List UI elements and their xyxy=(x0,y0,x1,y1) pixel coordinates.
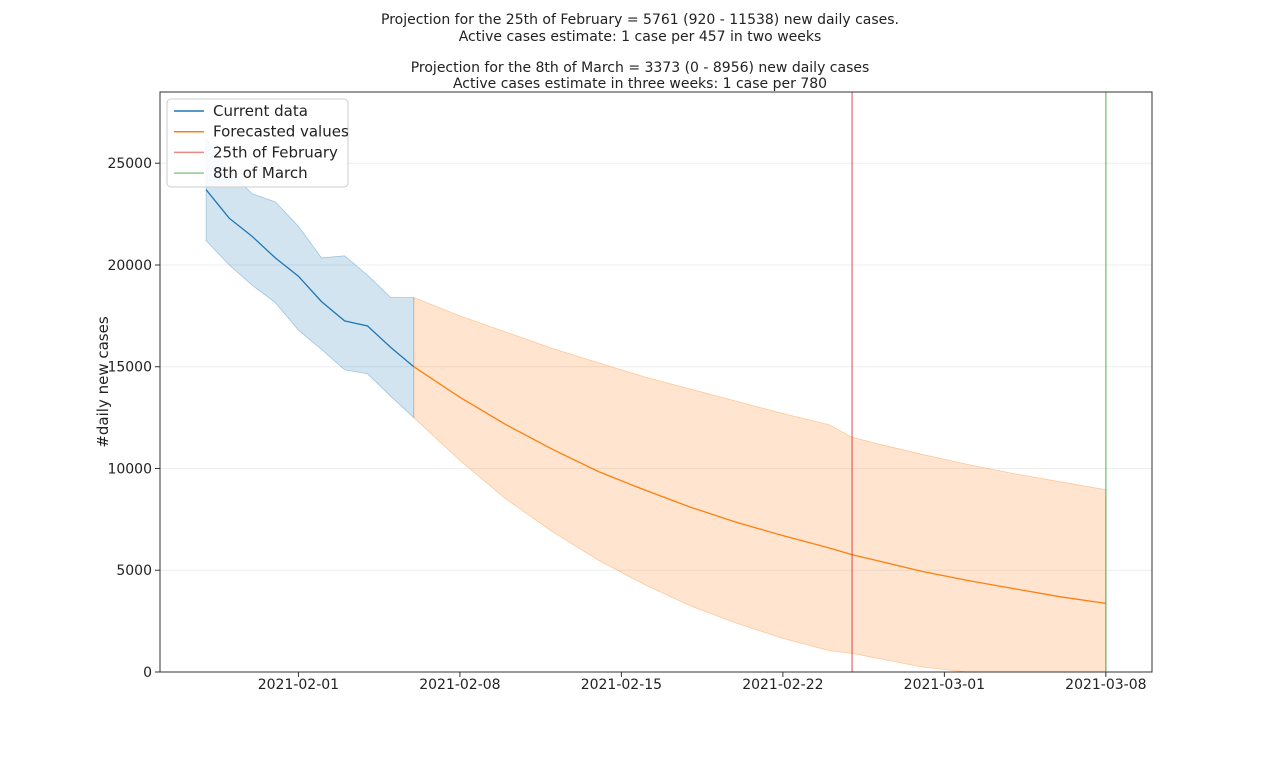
legend-label: 8th of March xyxy=(213,164,308,182)
y-tick-label: 0 xyxy=(143,665,152,681)
legend-label: 25th of February xyxy=(213,143,338,161)
title-line-4: Active cases estimate in three weeks: 1 … xyxy=(452,76,828,92)
x-tick-label: 2021-02-08 xyxy=(419,677,500,693)
y-tick-label: 10000 xyxy=(107,461,152,477)
x-tick-label: 2021-03-01 xyxy=(904,677,985,693)
legend-label: Forecasted values xyxy=(213,123,349,141)
y-axis-label: #daily new cases xyxy=(94,316,112,448)
y-tick-label: 20000 xyxy=(107,258,152,274)
x-tick-label: 2021-02-22 xyxy=(742,677,823,693)
series-line xyxy=(413,366,1106,605)
confidence-band xyxy=(205,137,415,419)
y-tick-label: 25000 xyxy=(107,156,152,172)
x-tick-label: 2021-02-15 xyxy=(581,677,662,693)
x-tick-label: 2021-03-08 xyxy=(1065,677,1146,693)
plot-frame xyxy=(159,91,1153,673)
y-tick-label: 15000 xyxy=(107,360,152,376)
legend-box xyxy=(166,98,349,188)
title-line-1: Projection for the 25th of February = 57… xyxy=(381,12,899,28)
confidence-band xyxy=(413,296,1107,673)
title-line-2: Active cases estimate: 1 case per 457 in… xyxy=(458,29,822,45)
legend: Current data Forecasted values 25th of Feb… xyxy=(166,98,349,188)
legend-label: Current data xyxy=(213,102,308,120)
title-line-3: Projection for the 8th of March = 3373 (… xyxy=(410,60,870,76)
series-line xyxy=(205,189,415,368)
y-tick-label: 5000 xyxy=(116,563,152,579)
x-tick-label: 2021-02-01 xyxy=(258,677,339,693)
